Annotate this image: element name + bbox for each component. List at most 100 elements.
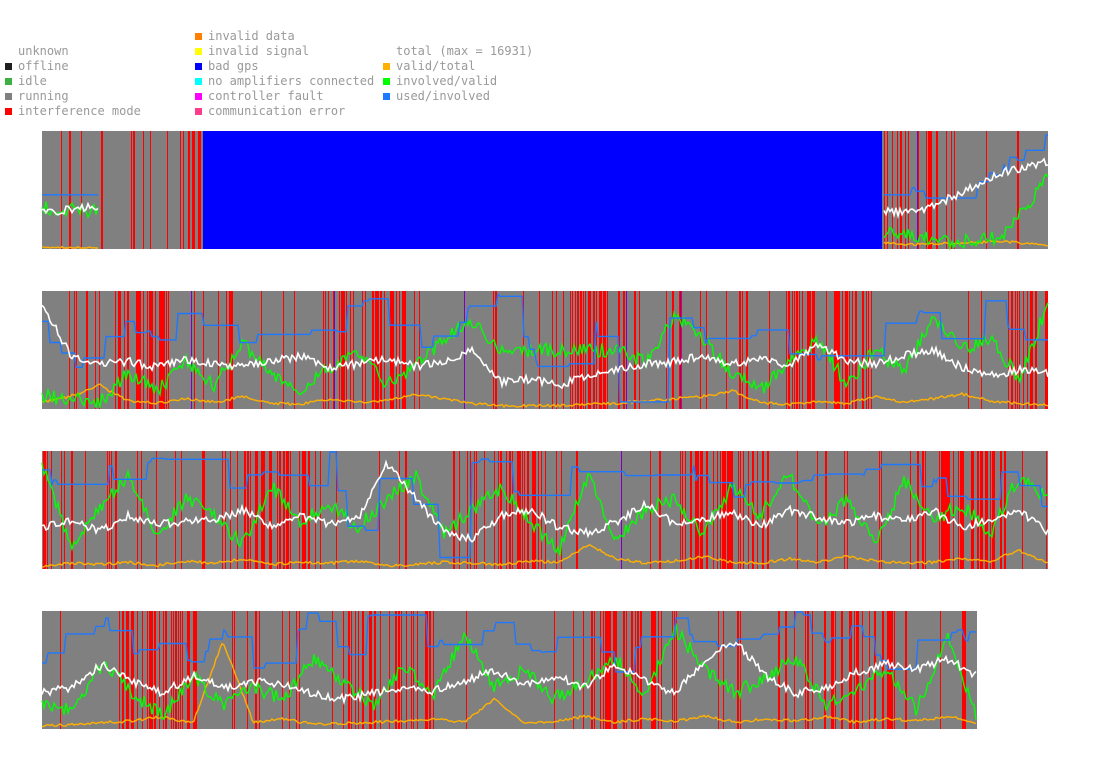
total-line <box>41 201 99 216</box>
interference-bar <box>539 291 540 409</box>
interference-bar <box>199 131 201 249</box>
interference-bar <box>658 611 659 729</box>
interference-bar <box>377 291 378 409</box>
interference-bar <box>131 131 132 249</box>
interference-bar <box>193 611 194 729</box>
interference-bar <box>837 291 838 409</box>
interference-bar <box>577 451 578 569</box>
involved-valid-line <box>41 302 1049 408</box>
interference-bar <box>255 611 256 729</box>
interference-bar <box>824 611 826 729</box>
interference-bar <box>256 611 257 729</box>
interference-bar <box>74 291 75 409</box>
interference-bar <box>817 451 818 569</box>
interference-bar <box>889 611 890 729</box>
interference-bar <box>155 611 156 729</box>
interference-bar <box>333 291 334 409</box>
interference-bar <box>396 291 397 409</box>
interference-bar <box>746 291 748 409</box>
interference-bar <box>742 291 743 409</box>
interference-bar <box>150 291 151 409</box>
interference-bar <box>136 291 137 409</box>
interference-bar <box>918 131 919 249</box>
interference-bar <box>905 131 906 249</box>
interference-bar <box>466 611 467 729</box>
interference-bar <box>259 611 260 729</box>
interference-bar <box>672 611 673 729</box>
interference-bar <box>283 291 284 409</box>
interference-bar <box>534 451 535 569</box>
interference-bar <box>659 451 660 569</box>
interference-bar <box>150 611 151 729</box>
interference-bar <box>700 451 701 569</box>
interference-bar <box>45 451 46 569</box>
interference-bar <box>631 611 632 729</box>
interference-bar <box>881 451 882 569</box>
interference-bar <box>166 611 167 729</box>
interference-bar <box>713 451 714 569</box>
interference-bar <box>926 131 927 249</box>
interference-bar <box>723 451 724 569</box>
interference-bar <box>370 611 371 729</box>
interference-bar <box>391 291 392 409</box>
interference-bar <box>196 611 197 729</box>
interference-bar <box>731 451 733 569</box>
legend-label: unknown <box>18 44 69 58</box>
interference-bar <box>1045 291 1046 409</box>
interference-bar <box>202 451 203 569</box>
interference-bar <box>69 131 70 249</box>
interference-bar <box>183 131 184 249</box>
interference-bar <box>339 291 340 409</box>
interference-bar <box>841 611 843 729</box>
interference-bar <box>725 451 726 569</box>
legend-label: running <box>18 89 69 103</box>
interference-bar <box>147 611 148 729</box>
interference-bar <box>404 291 405 409</box>
interference-bar <box>299 451 300 569</box>
valid-total-line <box>883 239 1049 247</box>
interference-bar <box>159 291 161 409</box>
interference-bar <box>225 451 226 569</box>
interference-bar <box>304 451 305 569</box>
interference-bar <box>635 291 636 409</box>
interference-bar <box>279 451 281 569</box>
interference-bar <box>812 611 813 729</box>
interference-bar <box>392 291 393 409</box>
legend-swatch <box>195 108 202 115</box>
interference-bar <box>124 291 125 409</box>
interference-bar <box>348 611 349 729</box>
interference-bar <box>123 611 124 729</box>
interference-bar <box>690 451 691 569</box>
interference-bar <box>264 451 265 569</box>
interference-bar <box>794 291 795 409</box>
interference-bar <box>948 451 950 569</box>
interference-bar <box>994 451 995 569</box>
interference-bar <box>786 291 787 409</box>
interference-bar <box>701 451 702 569</box>
interference-bar <box>194 291 195 409</box>
interference-bar <box>851 611 852 729</box>
interference-bar <box>375 291 376 409</box>
interference-bar <box>857 611 859 729</box>
interference-bar <box>380 611 381 729</box>
interference-bar <box>691 451 692 569</box>
interference-bar <box>799 291 800 409</box>
interference-bar <box>554 611 555 729</box>
interference-bar <box>944 451 945 569</box>
interference-bar <box>855 291 857 409</box>
interference-bar <box>247 451 249 569</box>
interference-bar <box>545 451 546 569</box>
interference-bar <box>987 451 988 569</box>
interference-bar <box>607 291 608 409</box>
interference-bar <box>887 611 888 729</box>
interference-bar <box>101 131 103 249</box>
interference-bar <box>282 611 283 729</box>
interference-bar <box>986 451 987 569</box>
interference-bar <box>395 611 397 729</box>
interference-bar <box>990 451 991 569</box>
interference-bar <box>405 291 406 409</box>
interference-bar <box>641 611 642 729</box>
interference-bar <box>834 291 836 409</box>
interference-bar <box>813 291 814 409</box>
interference-bar <box>814 291 815 409</box>
